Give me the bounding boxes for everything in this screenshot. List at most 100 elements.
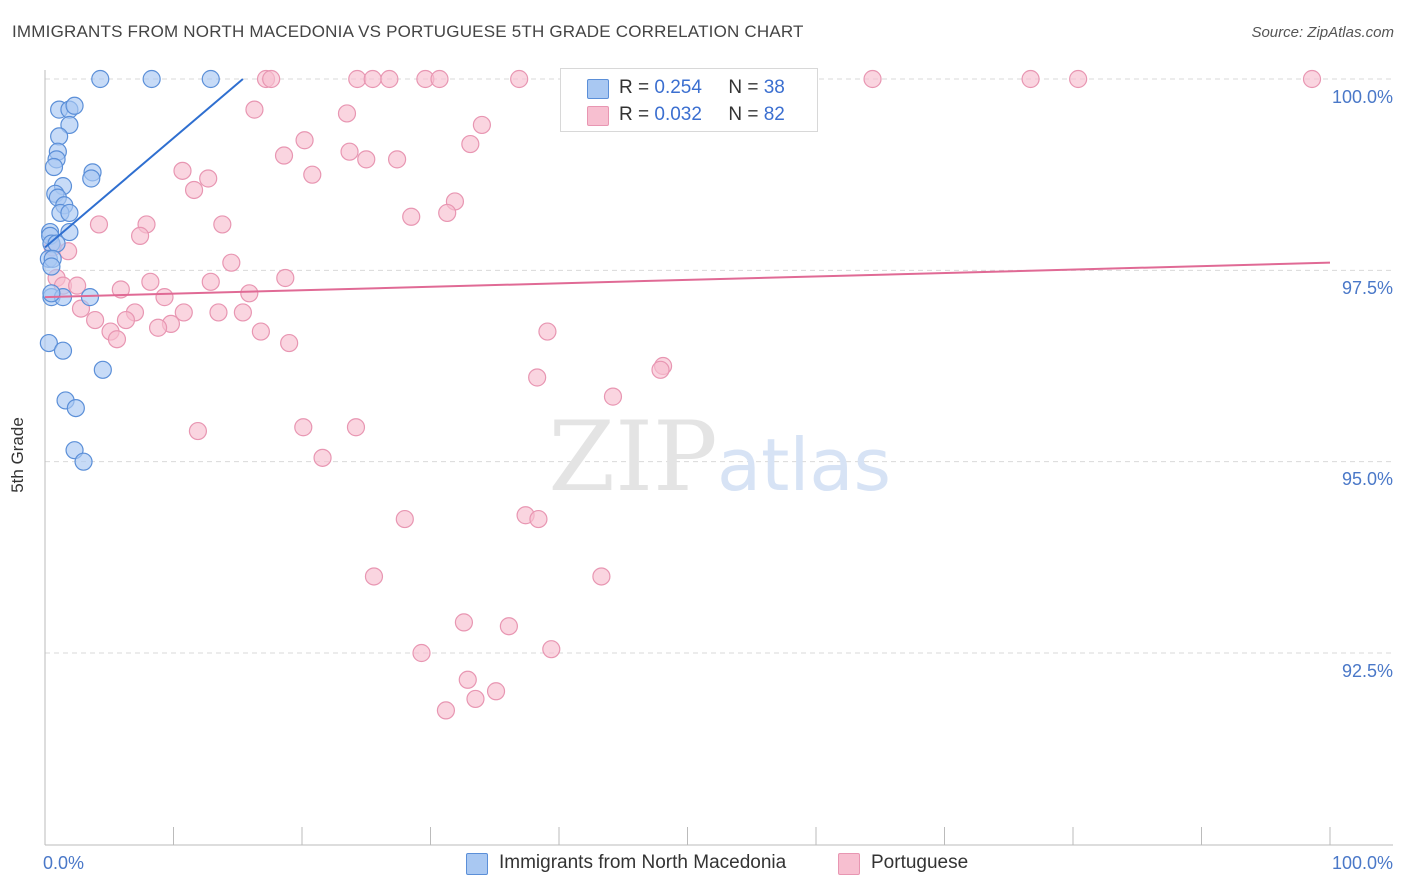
- watermark: ZIP atlas: [548, 401, 891, 513]
- data-point-portuguese: [363, 69, 382, 89]
- data-point-portuguese: [111, 280, 130, 299]
- data-point-portuguese: [538, 322, 557, 341]
- data-point-portuguese: [213, 215, 232, 234]
- data-point-portuguese: [251, 322, 270, 341]
- data-point-portuguese: [148, 318, 168, 337]
- data-point-portuguese: [529, 509, 548, 529]
- data-point-portuguese: [107, 330, 127, 349]
- legend-r-value: 0.032: [654, 104, 702, 125]
- chart-title: IMMIGRANTS FROM NORTH MACEDONIA VS PORTU…: [12, 22, 804, 41]
- legend-text: R = 0.032 N = 82: [619, 104, 785, 126]
- legend-swatch-pink: [587, 106, 609, 126]
- data-point-portuguese: [340, 142, 359, 161]
- legend-r-value: 0.254: [654, 77, 702, 98]
- data-point-portuguese: [89, 215, 109, 234]
- data-point-portuguese: [116, 310, 136, 330]
- data-point-portuguese: [274, 146, 294, 165]
- data-point-north-macedonia: [82, 169, 101, 188]
- data-point-portuguese: [141, 272, 160, 291]
- data-point-portuguese: [86, 310, 105, 330]
- data-point-portuguese: [438, 203, 457, 223]
- data-point-north-macedonia: [42, 257, 61, 276]
- data-point-portuguese: [454, 613, 474, 632]
- data-point-portuguese: [233, 303, 252, 322]
- correlation-legend: R = 0.254 N = 38 R = 0.032 N = 82: [560, 68, 818, 132]
- data-point-portuguese: [313, 448, 332, 467]
- data-point-portuguese: [603, 387, 623, 406]
- data-point-portuguese: [348, 69, 367, 89]
- legend-n-label: N =: [728, 77, 759, 98]
- data-point-north-macedonia: [53, 341, 73, 360]
- data-point-portuguese: [337, 104, 357, 123]
- data-point-portuguese: [245, 100, 264, 119]
- data-point-portuguese: [592, 567, 611, 586]
- series-swatch-pink: [838, 853, 860, 875]
- data-point-north-macedonia: [60, 222, 79, 242]
- grid-lines: [45, 78, 1393, 654]
- data-point-portuguese: [1021, 69, 1040, 89]
- data-point-portuguese: [364, 567, 384, 586]
- data-point-portuguese: [499, 617, 518, 636]
- tick-labels: 100.0% 97.5% 95.0% 92.5% 0.0% 100.0%: [43, 87, 1393, 873]
- data-point-portuguese: [528, 368, 547, 387]
- trend-line-north-macedonia: [44, 78, 244, 249]
- data-point-north-macedonia: [39, 333, 58, 353]
- data-point-portuguese: [173, 161, 192, 180]
- data-point-portuguese: [240, 284, 259, 303]
- data-point-portuguese: [402, 207, 421, 226]
- data-point-north-macedonia: [201, 69, 220, 89]
- data-point-portuguese: [68, 276, 87, 295]
- data-point-north-macedonia: [66, 398, 85, 418]
- data-point-portuguese: [201, 272, 220, 291]
- data-point-portuguese: [262, 69, 281, 89]
- data-point-north-macedonia: [93, 360, 112, 379]
- data-point-portuguese: [458, 670, 477, 689]
- data-point-portuguese: [346, 418, 366, 437]
- data-point-portuguese: [472, 115, 491, 135]
- data-point-portuguese: [863, 69, 882, 89]
- series-legend-label: Portuguese: [871, 852, 969, 873]
- legend-n-label: N =: [728, 104, 759, 125]
- legend-swatch-blue: [587, 79, 609, 99]
- x-tick-label-0: 0.0%: [43, 853, 84, 873]
- data-point-portuguese: [486, 682, 506, 701]
- data-point-north-macedonia: [65, 96, 84, 115]
- data-point-portuguese: [295, 131, 314, 150]
- data-point-portuguese: [199, 169, 218, 188]
- series-swatch-blue: [466, 853, 488, 875]
- data-point-portuguese: [412, 643, 431, 663]
- data-point-portuguese: [466, 689, 485, 709]
- data-point-north-macedonia: [142, 69, 161, 89]
- data-point-portuguese: [184, 180, 204, 200]
- chart-source: Source: ZipAtlas.com: [1251, 24, 1394, 41]
- legend-r-label: R =: [619, 104, 650, 125]
- legend-n-value: 38: [763, 77, 785, 98]
- legend-r-label: R =: [619, 77, 650, 98]
- data-point-portuguese: [188, 421, 208, 441]
- watermark-zip: ZIP: [548, 401, 717, 513]
- data-point-north-macedonia: [60, 115, 79, 135]
- data-point-portuguese: [130, 226, 150, 245]
- y-tick-label-97-5: 97.5%: [1342, 278, 1393, 298]
- data-point-north-macedonia: [42, 284, 61, 303]
- legend-text: R = 0.254 N = 38: [619, 77, 785, 99]
- data-point-portuguese: [542, 640, 561, 659]
- data-point-portuguese: [294, 418, 313, 437]
- data-point-portuguese: [155, 288, 174, 307]
- data-point-portuguese: [276, 268, 295, 288]
- data-point-north-macedonia: [50, 127, 69, 146]
- data-point-portuguese: [222, 253, 241, 272]
- trend-line-portuguese: [44, 261, 1331, 299]
- data-point-portuguese: [395, 509, 414, 529]
- data-point-portuguese: [461, 134, 480, 154]
- data-point-portuguese: [387, 150, 407, 169]
- y-tick-label-95: 95.0%: [1342, 469, 1393, 489]
- legend-n-value: 82: [763, 104, 785, 125]
- data-point-north-macedonia: [60, 203, 79, 223]
- axes: [44, 70, 1393, 846]
- x-tick-label-100: 100.0%: [1332, 853, 1393, 873]
- data-point-north-macedonia: [44, 157, 64, 177]
- watermark-atlas: atlas: [717, 423, 891, 507]
- y-tick-label-100: 100.0%: [1332, 87, 1393, 107]
